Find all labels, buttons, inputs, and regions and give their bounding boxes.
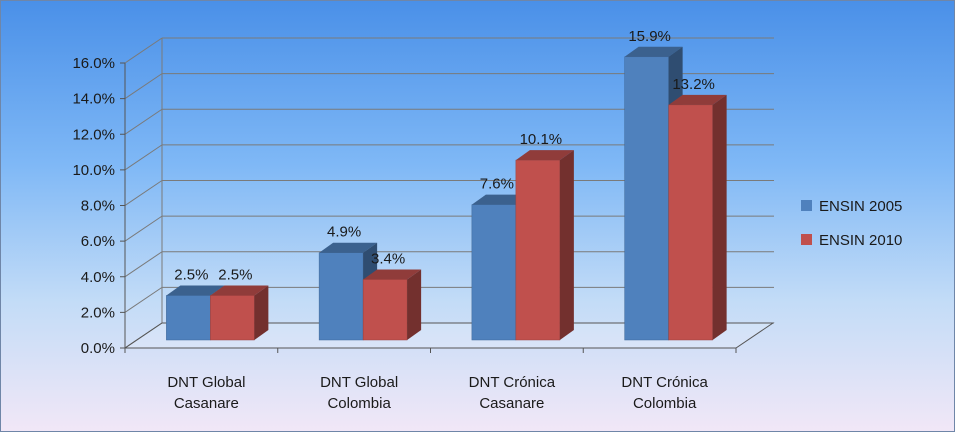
x-tick-label: DNT Global xyxy=(320,374,398,391)
data-label: 13.2% xyxy=(672,76,715,93)
gridline-side xyxy=(124,251,163,278)
legend-entry: ENSIN 2005 xyxy=(819,198,902,215)
gridline-side xyxy=(124,37,163,64)
bar-top xyxy=(319,242,378,253)
data-label: 4.9% xyxy=(327,224,361,241)
x-tick-label: DNT Crónica xyxy=(469,374,556,391)
y-tick-label: 16.0% xyxy=(72,55,115,72)
bar-top xyxy=(166,285,225,296)
x-tick-label: Casanare xyxy=(174,395,239,412)
data-label: 10.1% xyxy=(520,131,563,148)
x-tick-label: DNT Crónica xyxy=(621,374,708,391)
y-tick-label: 8.0% xyxy=(81,198,115,215)
gridline-side xyxy=(124,144,163,171)
y-tick-label: 4.0% xyxy=(81,269,115,286)
bar-top xyxy=(624,46,683,57)
gridline-side xyxy=(124,180,163,206)
bar-side xyxy=(254,285,269,340)
x-tick-label: Casanare xyxy=(479,395,544,412)
legend-swatch xyxy=(801,234,812,245)
y-tick-label: 12.0% xyxy=(72,126,115,143)
x-tick-label: Colombia xyxy=(327,395,391,412)
y-tick-label: 14.0% xyxy=(72,91,115,108)
floor xyxy=(123,322,775,349)
data-label: 7.6% xyxy=(480,176,514,193)
bar-ensin-2005-front xyxy=(471,204,517,341)
bar-ensin-2010-front xyxy=(210,295,255,341)
gridline-side xyxy=(124,73,163,100)
bar-ensin-2010-front xyxy=(515,159,561,341)
bar-ensin-2010-front xyxy=(362,279,408,341)
bar-top xyxy=(471,194,530,205)
legend-swatch xyxy=(801,200,812,211)
legend-entry: ENSIN 2010 xyxy=(819,232,902,249)
bar-ensin-2005-front xyxy=(166,295,211,341)
bar-top xyxy=(668,94,727,105)
bar-top xyxy=(210,285,269,296)
bar-side xyxy=(712,94,727,340)
data-label: 2.5% xyxy=(174,266,208,283)
data-label: 2.5% xyxy=(218,266,252,283)
bar-ensin-2005-front xyxy=(318,252,364,341)
data-label: 3.4% xyxy=(371,250,405,267)
x-tick-label: DNT Global xyxy=(167,374,245,391)
bar-top xyxy=(363,269,422,280)
bar-side xyxy=(407,269,422,340)
y-tick-label: 6.0% xyxy=(81,233,115,250)
bar-ensin-2005-front xyxy=(624,56,669,341)
bar-ensin-2010-front xyxy=(668,104,713,341)
bar-side xyxy=(559,150,574,340)
y-tick-label: 0.0% xyxy=(81,340,115,357)
bar-top xyxy=(515,150,574,161)
gridline-side xyxy=(124,286,163,313)
data-label: 15.9% xyxy=(628,28,671,45)
y-tick-label: 10.0% xyxy=(72,162,115,179)
y-tick-label: 2.0% xyxy=(81,304,115,321)
gridline-side xyxy=(124,108,163,135)
x-tick-label: Colombia xyxy=(633,395,697,412)
gridline-side xyxy=(124,215,163,242)
